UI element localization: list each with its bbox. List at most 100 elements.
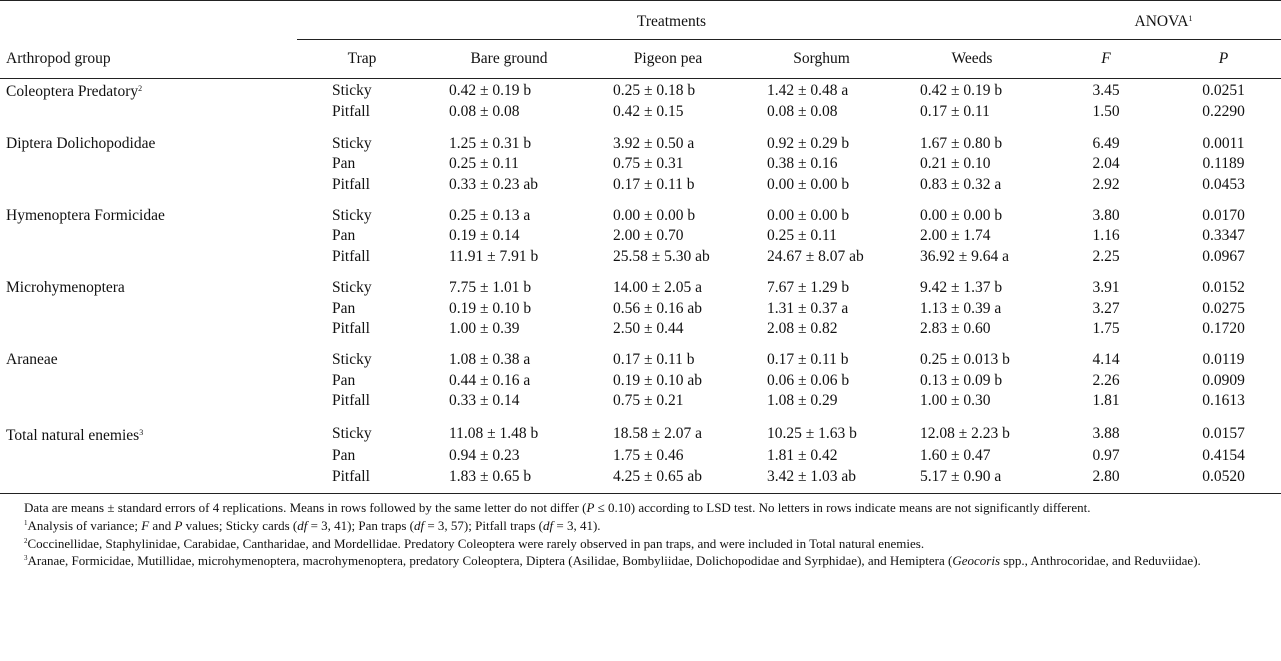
weeds-cell: 2.00 ± 1.74	[920, 227, 991, 245]
arthropod-group-name: Diptera Dolichopodidae	[6, 134, 156, 152]
fn1-p: P	[174, 517, 183, 533]
f-value-cell: 4.14	[1092, 351, 1120, 369]
sorghum-cell: 10.25 ± 1.63 b	[767, 425, 857, 443]
pigeon-pea-cell: 0.56 ± 0.16 ab	[613, 299, 703, 317]
sorghum-cell: 7.67 ± 1.29 b	[767, 279, 850, 297]
pigeon-pea-cell: 2.00 ± 0.70	[613, 227, 684, 245]
col-header-sorghum: Sorghum	[745, 39, 898, 79]
data-table-container: Treatments ANOVA1 Arthropod group Trap B…	[0, 0, 1281, 494]
weeds-cell: 0.42 ± 0.19 b	[920, 81, 1003, 99]
pigeon-pea-cell: 0.75 ± 0.31	[613, 155, 684, 173]
table-row: Pitfall 1.83 ± 0.65 b 4.25 ± 0.65 ab 3.42 ±…	[0, 467, 1281, 487]
table-row: Coleoptera Predatory2 Sticky 0.42 ± 0.19 b…	[0, 79, 1281, 103]
trap-cell: Pitfall	[332, 175, 370, 193]
pigeon-pea-cell: 25.58 ± 5.30 ab	[613, 247, 710, 265]
fn1-f-end: = 3, 41).	[553, 517, 601, 533]
f-value-cell: 3.45	[1092, 81, 1120, 99]
empty-group-cell	[0, 391, 297, 411]
bare-ground-cell: 0.33 ± 0.23 ab	[449, 175, 539, 193]
table-row: Pitfall 1.00 ± 0.39 2.50 ± 0.44 2.08 ± 0.82…	[0, 319, 1281, 339]
p-value-cell: 0.3347	[1202, 227, 1245, 245]
trap-cell: Pitfall	[332, 320, 370, 338]
bare-ground-cell: 1.83 ± 0.65 b	[449, 467, 532, 485]
arthropod-group-cell: Coleoptera Predatory2	[0, 79, 297, 103]
trap-cell: Sticky	[332, 81, 372, 99]
f-value-cell: 2.04	[1092, 155, 1120, 173]
fn1-df2: df	[413, 517, 425, 533]
pigeon-pea-cell: 0.19 ± 0.10 ab	[613, 371, 703, 389]
bare-ground-cell: 11.91 ± 7.91 b	[449, 247, 539, 265]
group-footnote-marker: 2	[138, 84, 143, 93]
group-spacer	[0, 195, 1281, 206]
p-value-cell: 0.0157	[1202, 425, 1245, 443]
table-row: Pan 0.19 ± 0.10 b 0.56 ± 0.16 ab 1.31 ± 0.3…	[0, 299, 1281, 319]
col-header-p: P	[1166, 39, 1281, 79]
bare-ground-cell: 7.75 ± 1.01 b	[449, 279, 532, 297]
sorghum-cell: 0.08 ± 0.08	[767, 103, 838, 121]
fn1-b: and	[149, 517, 175, 533]
table-notes: Data are means ± standard errors of 4 re…	[0, 494, 1281, 569]
f-value-cell: 3.27	[1092, 299, 1120, 317]
pigeon-pea-cell: 3.92 ± 0.50 a	[613, 134, 695, 152]
pigeon-pea-cell: 0.17 ± 0.11 b	[613, 351, 695, 369]
table-row: Pitfall 11.91 ± 7.91 b 25.58 ± 5.30 ab 24.6…	[0, 247, 1281, 267]
bare-ground-cell: 0.19 ± 0.10 b	[449, 299, 532, 317]
pigeon-pea-cell: 18.58 ± 2.07 a	[613, 425, 703, 443]
pigeon-pea-cell: 1.75 ± 0.46	[613, 447, 684, 465]
sorghum-cell: 0.00 ± 0.00 b	[767, 207, 850, 225]
trap-cell: Sticky	[332, 425, 372, 443]
col-header-arthropod-group: Arthropod group	[0, 39, 297, 79]
footnote-2-marker: 2	[24, 536, 28, 545]
arthropod-table: Treatments ANOVA1 Arthropod group Trap B…	[0, 0, 1281, 494]
group-spacer	[0, 267, 1281, 278]
table-bottom-rule	[0, 486, 1281, 494]
pigeon-pea-cell: 0.00 ± 0.00 b	[613, 207, 696, 225]
weeds-cell: 1.00 ± 0.30	[920, 392, 991, 410]
weeds-cell: 1.13 ± 0.39 a	[920, 299, 1002, 317]
sorghum-cell: 0.92 ± 0.29 b	[767, 134, 850, 152]
weeds-cell: 12.08 ± 2.23 b	[920, 425, 1010, 443]
fn1-c: values; Sticky cards (	[182, 517, 298, 533]
sorghum-cell: 3.42 ± 1.03 ab	[767, 467, 857, 485]
sorghum-cell: 1.42 ± 0.48 a	[767, 81, 849, 99]
weeds-cell: 36.92 ± 9.64 a	[920, 247, 1010, 265]
fn3-a: Aranae, Formicidae, Mutillidae, microhym…	[27, 553, 953, 569]
empty-group-cell	[0, 319, 297, 339]
pigeon-pea-cell: 4.25 ± 0.65 ab	[613, 467, 703, 485]
note-main-text-b: ≤ 0.10) according to LSD test. No letter…	[594, 499, 1091, 515]
sorghum-cell: 1.31 ± 0.37 a	[767, 299, 849, 317]
fn1-df1: df	[297, 517, 308, 533]
fn1-df3: df	[543, 517, 554, 533]
bare-ground-cell: 0.25 ± 0.13 a	[449, 207, 531, 225]
pigeon-pea-cell: 0.17 ± 0.11 b	[613, 175, 695, 193]
empty-group-cell	[0, 446, 297, 466]
bare-ground-cell: 0.42 ± 0.19 b	[449, 81, 532, 99]
group-footnote-marker: 3	[139, 427, 144, 437]
sorghum-cell: 0.17 ± 0.11 b	[767, 351, 849, 369]
footnote-3-marker: 3	[24, 554, 28, 563]
fn3-b: spp., Anthrocoridae, and Reduviidae).	[1000, 553, 1201, 569]
bare-ground-cell: 0.33 ± 0.14	[449, 392, 520, 410]
sorghum-cell: 0.38 ± 0.16	[767, 155, 838, 173]
weeds-cell: 1.67 ± 0.80 b	[920, 134, 1003, 152]
arthropod-group-cell: Diptera Dolichopodidae	[0, 134, 297, 154]
arthropod-group-name: Total natural enemies	[6, 426, 140, 444]
weeds-cell: 0.00 ± 0.00 b	[920, 207, 1003, 225]
treatments-label: Treatments	[636, 12, 707, 30]
table-row: Pan 0.94 ± 0.23 1.75 ± 0.46 1.81 ± 0.42 1.60…	[0, 446, 1281, 466]
weeds-cell: 0.13 ± 0.09 b	[920, 371, 1003, 389]
anova-footnote-marker: 1	[1188, 13, 1193, 23]
table-row: Pitfall 0.33 ± 0.14 0.75 ± 0.21 1.08 ± 0.29…	[0, 391, 1281, 411]
arthropod-group-cell: Hymenoptera Formicidae	[0, 206, 297, 226]
note-main-p: P	[586, 499, 595, 515]
pigeon-pea-cell: 0.75 ± 0.21	[613, 392, 684, 410]
table-row: Pan 0.25 ± 0.11 0.75 ± 0.31 0.38 ± 0.16 0.21…	[0, 154, 1281, 174]
bare-ground-cell: 0.19 ± 0.14	[449, 227, 520, 245]
trap-cell: Pitfall	[332, 247, 370, 265]
f-value-cell: 1.75	[1092, 320, 1120, 338]
f-value-cell: 1.81	[1092, 392, 1120, 410]
empty-group-cell	[0, 175, 297, 195]
p-value-cell: 0.0251	[1202, 81, 1245, 99]
trap-cell: Pitfall	[332, 392, 370, 410]
weeds-cell: 0.83 ± 0.32 a	[920, 175, 1002, 193]
